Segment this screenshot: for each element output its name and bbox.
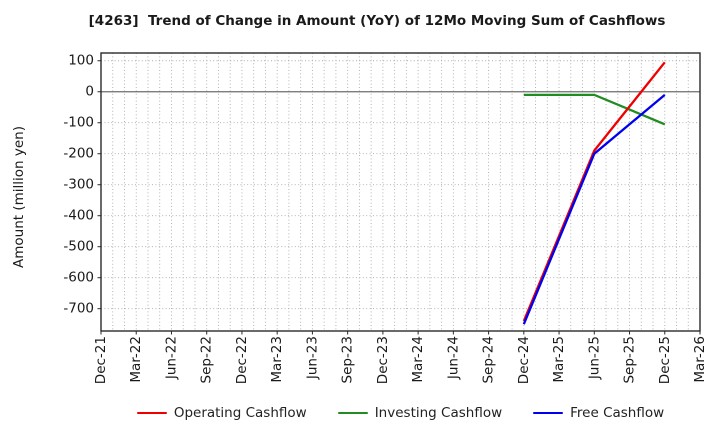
y-tick-label: -500 bbox=[63, 239, 94, 255]
legend-label-investing-cashflow: Investing Cashflow bbox=[374, 405, 503, 421]
x-tick-label: Jun-22 bbox=[163, 336, 179, 380]
legend-item-operating-cashflow: Operating Cashflow bbox=[136, 405, 307, 421]
x-tick-label: Jun-25 bbox=[586, 336, 602, 380]
series-line-free-cashflow bbox=[522, 93, 666, 325]
x-tick-label: Jun-24 bbox=[445, 336, 461, 380]
x-tick-label: Mar-24 bbox=[410, 336, 426, 383]
legend-label-operating-cashflow: Operating Cashflow bbox=[173, 405, 307, 421]
series-line-operating-cashflow bbox=[522, 61, 666, 322]
x-tick-label: Sep-23 bbox=[340, 336, 356, 384]
x-tick-label: Mar-22 bbox=[128, 336, 144, 383]
legend-item-investing-cashflow: Investing Cashflow bbox=[337, 405, 503, 421]
x-tick-label: Dec-21 bbox=[93, 336, 109, 384]
x-tick-label: Sep-24 bbox=[481, 336, 497, 384]
x-tick-label: Dec-23 bbox=[375, 336, 391, 384]
y-tick-label: -700 bbox=[63, 301, 94, 317]
y-tick-label: -100 bbox=[63, 115, 94, 131]
legend-swatch-operating-cashflow bbox=[136, 411, 167, 415]
y-tick-label: 100 bbox=[68, 53, 94, 69]
x-tick-label: Mar-26 bbox=[692, 336, 708, 383]
legend-item-free-cashflow: Free Cashflow bbox=[533, 405, 664, 421]
legend-swatch-free-cashflow bbox=[533, 411, 564, 415]
chart-title: [4263] Trend of Change in Amount (YoY) o… bbox=[88, 13, 666, 29]
x-tick-label: Mar-25 bbox=[551, 336, 567, 383]
y-tick-label: 0 bbox=[85, 84, 94, 100]
legend-swatch-investing-cashflow bbox=[337, 411, 368, 415]
x-tick-label: Dec-24 bbox=[516, 336, 532, 384]
x-tick-label: Dec-25 bbox=[657, 336, 673, 384]
plot-border bbox=[100, 52, 701, 332]
y-tick-label: -600 bbox=[63, 270, 94, 286]
legend: Operating Cashflow Investing Cashflow Free… bbox=[101, 402, 700, 424]
x-tick-label: Sep-25 bbox=[622, 336, 638, 384]
x-tick-label: Dec-22 bbox=[234, 336, 250, 384]
x-tick-label: Sep-22 bbox=[199, 336, 215, 384]
y-tick-label: -400 bbox=[63, 208, 94, 224]
series-line-investing-cashflow bbox=[523, 93, 666, 126]
x-tick-label: Mar-23 bbox=[269, 336, 285, 383]
x-tick-label: Jun-23 bbox=[304, 336, 320, 380]
y-tick-label: -200 bbox=[63, 146, 94, 162]
legend-label-free-cashflow: Free Cashflow bbox=[570, 405, 665, 421]
y-tick-label: -300 bbox=[63, 177, 94, 193]
